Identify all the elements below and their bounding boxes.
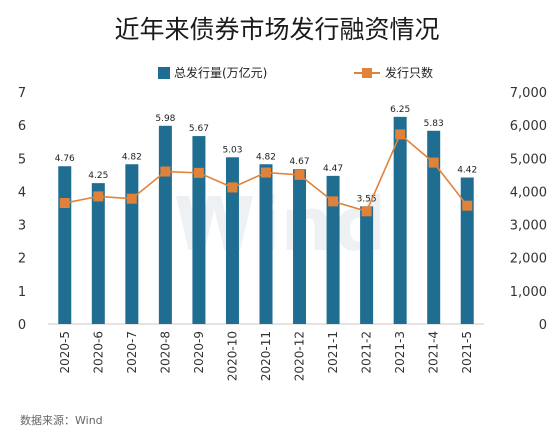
y-right-tick-label: 2,000 [510,252,547,267]
bar [192,136,206,324]
chart-title: 近年来债券市场发行融资情况 [114,15,439,44]
x-tick-label: 2020-5 [58,331,72,374]
legend-label-bar: 总发行量(万亿元) [174,65,267,80]
line-point [462,200,473,211]
bar [427,130,441,324]
legend-swatch-marker [362,68,372,78]
bar-value-label: 5.03 [222,145,242,155]
line-point [126,193,137,204]
x-tick-label: 2020-6 [91,331,105,374]
bar-value-label: 4.47 [323,164,343,174]
x-tick-label: 2021-5 [460,331,474,374]
line-point [361,206,372,217]
line-point [328,196,339,207]
y-right-tick-label: 4,000 [510,185,547,200]
bar [125,164,139,324]
y-axis-right: 0 1,000 2,000 3,000 4,000 5,000 6,000 7,000 [510,86,547,333]
y-left-tick-label: 5 [18,152,26,167]
bar-value-label: 3.55 [357,194,377,204]
line-point [261,167,271,178]
bar [393,116,407,324]
x-tick-label: 2021-4 [427,331,441,374]
bar [91,183,105,324]
bar-value-label: 4.82 [122,152,142,162]
y-right-tick-label: 3,000 [510,219,547,234]
x-tick-label: 2020-12 [293,331,307,381]
x-tick-label: 2020-10 [225,331,239,381]
y-left-tick-label: 6 [18,119,26,134]
line-point [294,169,305,180]
bar-value-label: 4.25 [88,171,108,181]
line-point [59,198,70,209]
bar-value-label: 4.76 [55,154,75,164]
bar-value-label: 5.83 [424,119,444,129]
watermark-logo: Wind [174,182,387,268]
bar-series [58,116,474,324]
legend: 总发行量(万亿元) 发行只数 [158,65,433,80]
y-axis-left: 0 1 2 3 4 5 6 7 [18,86,26,333]
line-point [395,129,406,140]
y-left-tick-label: 3 [18,219,26,234]
y-right-tick-label: 7,000 [510,86,547,101]
line-point [93,191,104,202]
line-point [428,157,439,168]
y-right-tick-label: 0 [539,318,547,333]
x-axis-labels: 2020-5 2020-6 2020-7 2020-8 2020-9 2020-10 202… [58,331,474,381]
bar [293,169,307,324]
bar [158,125,172,324]
bar-value-label: 5.67 [189,124,209,134]
legend-swatch-bar [158,67,170,79]
y-right-tick-label: 6,000 [510,119,547,134]
bar [460,177,474,324]
x-tick-label: 2020-11 [259,331,273,381]
x-tick-label: 2020-7 [125,331,139,374]
y-left-tick-label: 1 [18,285,26,300]
bar-value-label: 4.82 [256,152,276,162]
bar [326,175,340,324]
bar [360,206,374,324]
line-point [227,182,238,193]
bar-data-labels: 4.76 4.25 4.82 5.98 5.67 5.03 4.82 4.67 4.47 3.55… [55,105,478,204]
source-note: 数据来源：Wind [20,413,103,427]
x-tick-label: 2020-8 [158,331,172,374]
x-tick-label: 2020-9 [192,331,206,374]
bar-value-label: 5.98 [155,114,175,124]
bar-value-label: 4.67 [290,157,310,167]
y-left-tick-label: 7 [18,86,26,101]
line-point [160,166,171,177]
bar [225,157,239,324]
x-tick-label: 2021-3 [393,331,407,374]
line-point [193,167,204,178]
y-left-tick-label: 2 [18,252,26,267]
legend-label-line: 发行只数 [385,65,433,80]
bar [58,166,72,324]
bar [259,164,273,324]
bar-value-label: 6.25 [390,105,410,115]
line-series [59,129,473,217]
y-right-tick-label: 5,000 [510,152,547,167]
x-tick-label: 2021-2 [360,331,374,374]
y-left-tick-label: 4 [18,185,26,200]
bar-value-label: 4.42 [457,166,477,176]
y-right-tick-label: 1,000 [510,285,547,300]
y-left-tick-label: 0 [18,318,26,333]
x-tick-label: 2021-1 [326,331,340,374]
